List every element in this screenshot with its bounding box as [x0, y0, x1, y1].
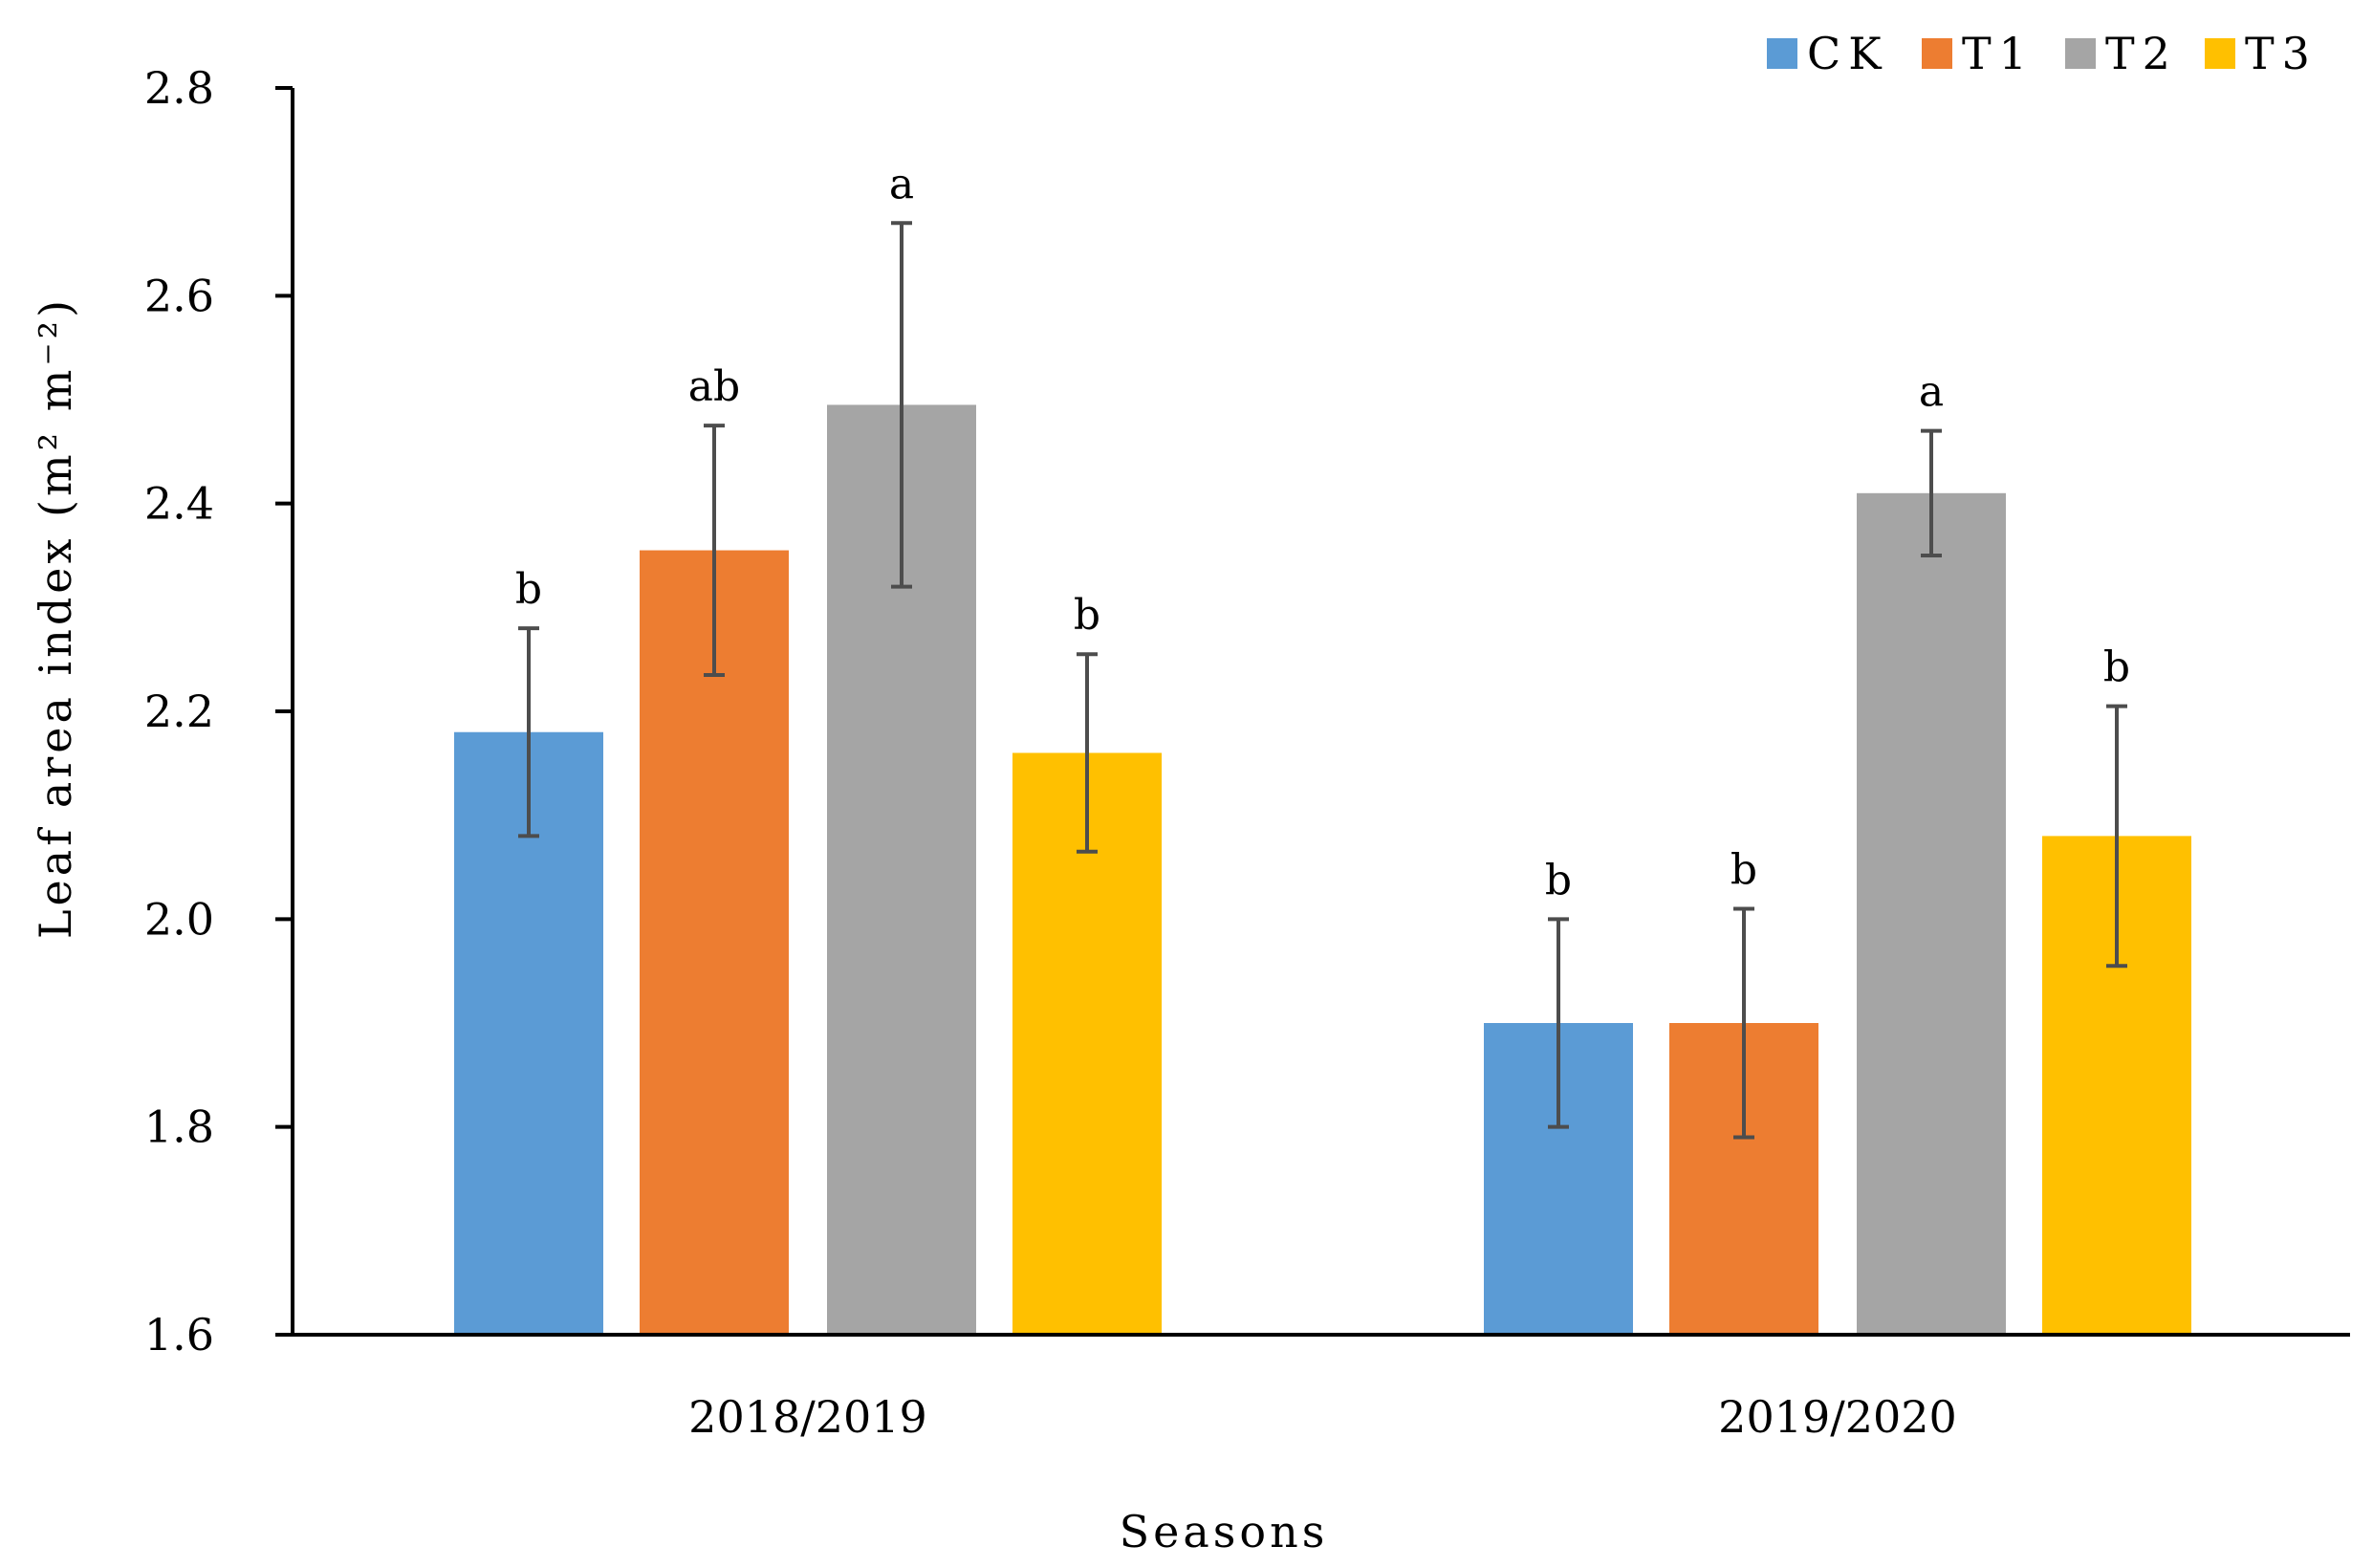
legend-swatch-ck	[1767, 38, 1797, 69]
significance-label-t3-0: b	[1074, 591, 1100, 640]
error-bar-t3-0	[1077, 652, 1098, 854]
x-axis-title: Seasons	[1120, 1506, 1329, 1557]
error-bar-ck-1	[1548, 917, 1569, 1129]
error-bar-ck-0	[518, 626, 539, 838]
bars-layer	[454, 404, 2191, 1335]
error-bars-layer	[518, 221, 2127, 1140]
error-bar-t2-1	[1921, 428, 1942, 557]
legend-item-t3: T3	[2205, 28, 2318, 79]
legend-label-t2: T2	[2105, 28, 2178, 79]
y-tick-label-5: 2.6	[144, 270, 214, 321]
legend-label-t1: T1	[1962, 28, 2035, 79]
legend-swatch-t3	[2205, 38, 2235, 69]
significance-label-t1-1: b	[1731, 845, 1757, 894]
significance-label-t1-0: ab	[688, 362, 740, 411]
bar-t2-1	[1857, 492, 2006, 1335]
significance-label-t3-1: b	[2103, 643, 2130, 692]
significance-label-ck-0: b	[515, 565, 542, 614]
legend-item-t1: T1	[1922, 28, 2035, 79]
x-axis-categories: 2018/2019 2019/2020	[688, 1391, 1957, 1443]
legend-item-ck: CK	[1767, 28, 1889, 79]
x-category-label-1: 2019/2020	[1718, 1391, 1957, 1443]
error-bar-t1-1	[1733, 906, 1754, 1140]
y-tick-label-2: 2.0	[144, 893, 214, 945]
legend-label-ck: CK	[1807, 28, 1889, 79]
legend-item-t2: T2	[2065, 28, 2178, 79]
y-tick-label-4: 2.4	[144, 478, 214, 530]
y-tick-label-0: 1.6	[144, 1309, 214, 1361]
significance-label-t2-0: a	[889, 160, 914, 208]
legend: CK T1 T2 T3	[1767, 28, 2318, 79]
error-bar-t3-1	[2106, 704, 2127, 969]
y-tick-label-1: 1.8	[144, 1101, 214, 1153]
bar-t1-0	[640, 550, 789, 1335]
significance-label-ck-1: b	[1545, 856, 1572, 904]
error-bar-t1-0	[704, 424, 725, 677]
legend-label-t3: T3	[2245, 28, 2318, 79]
y-tick-label-6: 2.8	[144, 62, 214, 114]
legend-swatch-t2	[2065, 38, 2096, 69]
y-axis-title: Leaf area index (m² m⁻²)	[30, 296, 81, 939]
significance-label-t2-1: a	[1919, 368, 1944, 417]
y-axis-ticks: 1.6 1.8 2.0 2.2 2.4 2.6 2.8	[144, 62, 293, 1361]
legend-swatch-t1	[1922, 38, 1952, 69]
x-category-label-0: 2018/2019	[688, 1391, 927, 1443]
error-bar-t2-0	[891, 221, 912, 589]
y-tick-label-3: 2.2	[144, 686, 214, 737]
